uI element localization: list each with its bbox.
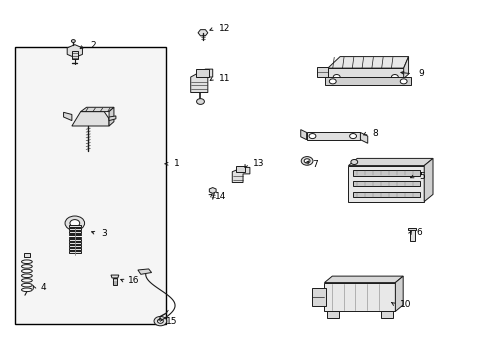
Polygon shape	[324, 276, 402, 283]
Circle shape	[349, 134, 356, 139]
Bar	[380, 311, 392, 318]
Text: 15: 15	[166, 317, 178, 325]
Bar	[195, 69, 209, 77]
Polygon shape	[138, 269, 151, 274]
Bar	[306, 132, 360, 140]
Text: 14: 14	[215, 192, 226, 201]
Bar	[69, 225, 81, 227]
Polygon shape	[403, 57, 408, 78]
Bar	[325, 77, 410, 85]
Circle shape	[71, 40, 75, 42]
Polygon shape	[63, 112, 72, 121]
Polygon shape	[190, 69, 212, 93]
Polygon shape	[72, 112, 109, 126]
Bar	[347, 166, 424, 202]
Circle shape	[329, 79, 336, 84]
Bar	[24, 253, 30, 257]
Circle shape	[157, 319, 163, 323]
Polygon shape	[109, 107, 114, 126]
Text: 6: 6	[416, 228, 422, 237]
Bar	[324, 283, 394, 311]
Polygon shape	[394, 276, 402, 311]
Bar	[407, 228, 415, 230]
Polygon shape	[360, 132, 367, 143]
Bar	[311, 288, 325, 306]
Circle shape	[70, 220, 80, 227]
Text: 16: 16	[128, 276, 140, 284]
Polygon shape	[232, 167, 249, 183]
Bar	[69, 242, 81, 244]
Text: 13: 13	[252, 159, 264, 168]
Polygon shape	[81, 107, 114, 112]
Bar	[327, 68, 403, 78]
Bar	[409, 230, 414, 241]
Bar	[69, 251, 81, 253]
Polygon shape	[347, 158, 432, 166]
Circle shape	[399, 79, 406, 84]
Bar	[69, 234, 81, 235]
Polygon shape	[111, 275, 119, 278]
Text: 10: 10	[399, 300, 411, 309]
Text: 5: 5	[419, 172, 425, 181]
Text: 1: 1	[173, 159, 179, 168]
Bar	[69, 245, 81, 247]
Circle shape	[308, 134, 315, 139]
Bar	[236, 166, 244, 172]
Polygon shape	[424, 158, 432, 202]
Bar	[15, 47, 166, 324]
Bar	[316, 67, 327, 77]
Bar	[352, 181, 419, 186]
Bar	[352, 192, 419, 197]
Bar	[69, 237, 81, 238]
Circle shape	[65, 216, 84, 230]
Text: 4: 4	[40, 284, 46, 292]
Bar	[113, 278, 117, 285]
Bar	[72, 51, 78, 59]
Bar	[69, 231, 81, 233]
Polygon shape	[109, 116, 116, 121]
Bar	[69, 239, 81, 241]
Bar	[326, 311, 339, 318]
Bar	[69, 228, 81, 230]
Bar	[352, 170, 419, 176]
Circle shape	[154, 316, 166, 326]
Circle shape	[196, 99, 204, 104]
Polygon shape	[198, 30, 207, 36]
Bar	[69, 248, 81, 250]
Polygon shape	[209, 188, 216, 193]
Text: 2: 2	[90, 40, 96, 49]
Circle shape	[350, 159, 357, 165]
Circle shape	[333, 75, 340, 80]
Circle shape	[301, 157, 312, 165]
Text: 8: 8	[372, 129, 378, 138]
Text: 3: 3	[102, 229, 107, 238]
Text: 11: 11	[219, 74, 230, 83]
Polygon shape	[327, 57, 408, 68]
Text: 7: 7	[311, 160, 317, 169]
Circle shape	[390, 75, 397, 80]
Circle shape	[304, 159, 309, 163]
Text: 9: 9	[417, 69, 423, 78]
Text: 12: 12	[219, 24, 230, 33]
Polygon shape	[67, 45, 82, 58]
Polygon shape	[300, 130, 306, 140]
